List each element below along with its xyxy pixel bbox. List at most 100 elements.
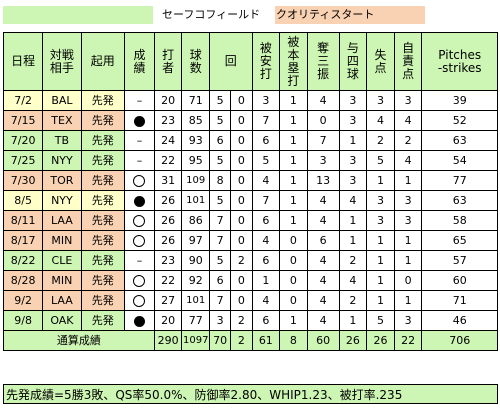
strikeouts: 4	[306, 310, 340, 331]
strikeouts: 7	[306, 130, 340, 151]
home-runs: 1	[279, 150, 308, 171]
home-runs: 0	[279, 270, 308, 291]
earned-runs: 3	[393, 190, 423, 211]
innings-fraction: 2	[230, 250, 253, 271]
pitch-count: 85	[181, 110, 211, 131]
result	[124, 110, 155, 131]
win-icon	[133, 175, 146, 187]
game-date: 7/15	[2, 110, 44, 131]
innings-fraction: 0	[230, 110, 253, 131]
innings-fraction: 0	[230, 150, 253, 171]
opponent: MIN	[42, 270, 82, 291]
innings-fraction: 0	[230, 290, 253, 311]
walks: 2	[338, 250, 368, 271]
strikeouts: 4	[306, 210, 340, 231]
header-walks: 与四球	[338, 32, 368, 91]
win-icon	[133, 215, 146, 227]
totals-hits: 61	[251, 330, 281, 351]
totals-row: 通算成績 290 1097 70 2 61 8 60 26 26 22 706	[3, 330, 498, 351]
hits: 1	[251, 270, 281, 291]
hits: 6	[251, 310, 281, 331]
pitches-strikes: 52	[421, 110, 498, 131]
legend-label-quality-start: クオリティスタート	[276, 8, 375, 21]
runs: 1	[366, 170, 395, 191]
role: 先発	[80, 110, 126, 131]
win-icon	[133, 295, 146, 307]
game-row: 8/22 CLE 先発 –23 90 5 2 6 0 4 2 1 1 57	[2, 250, 498, 271]
header-pitches: 球数	[181, 32, 211, 91]
batters-faced: 26	[153, 190, 183, 211]
runs: 1	[366, 290, 395, 311]
result	[124, 270, 155, 291]
batters-faced: 20	[153, 310, 183, 331]
batters-faced: 23	[153, 250, 183, 271]
result: –	[124, 90, 155, 111]
innings-fraction: 0	[230, 190, 253, 211]
innings: 6	[209, 270, 232, 291]
header-hits: 被安打	[251, 32, 281, 91]
game-row: 7/30 TOR 先発 31 109 8 0 4 1 13 3 1 1 77	[2, 170, 498, 191]
batters-faced: 31	[153, 170, 183, 191]
game-date: 7/2	[2, 90, 44, 111]
strikeouts: 4	[306, 290, 340, 311]
home-runs: 1	[279, 310, 308, 331]
header-runs: 失点	[366, 32, 395, 91]
strikeouts: 3	[306, 150, 340, 171]
innings-fraction: 0	[230, 210, 253, 231]
innings: 8	[209, 170, 232, 191]
legend-label-home: セーフコフィールド	[162, 8, 261, 21]
pitch-count: 95	[181, 150, 211, 171]
totals-runs: 26	[366, 330, 395, 351]
game-date: 7/30	[2, 170, 44, 191]
role: 先発	[80, 170, 126, 191]
pitches-strikes: 46	[421, 310, 498, 331]
role: 先発	[80, 130, 126, 151]
earned-runs: 1	[393, 170, 423, 191]
role: 先発	[80, 310, 126, 331]
result	[124, 310, 155, 331]
strikeouts: 4	[306, 90, 340, 111]
game-date: 7/20	[2, 130, 44, 151]
runs: 1	[366, 250, 395, 271]
batters-faced: 27	[153, 290, 183, 311]
batters-faced: 20	[153, 90, 183, 111]
innings: 7	[209, 210, 232, 231]
game-date: 8/17	[2, 230, 44, 251]
totals-label: 通算成績	[3, 330, 155, 351]
hits: 4	[251, 230, 281, 251]
innings: 5	[209, 250, 232, 271]
legend-swatch-quality-start	[275, 6, 425, 24]
walks: 3	[338, 90, 368, 111]
loss-icon	[133, 115, 145, 127]
home-runs: 1	[279, 90, 308, 111]
game-date: 8/28	[2, 270, 44, 291]
game-row: 9/8 OAK 先発 20 77 3 2 6 1 4 1 5 3 46	[2, 310, 498, 331]
game-date: 7/25	[2, 150, 44, 171]
hits: 6	[251, 210, 281, 231]
opponent: NYY	[42, 150, 82, 171]
innings-fraction: 0	[230, 270, 253, 291]
runs: 1	[366, 270, 395, 291]
opponent: NYY	[42, 190, 82, 211]
runs: 2	[366, 130, 395, 151]
innings: 5	[209, 110, 232, 131]
innings: 7	[209, 230, 232, 251]
game-row: 7/25 NYY 先発 –22 95 5 0 5 1 3 3 5 4 54	[2, 150, 498, 171]
hits: 6	[251, 130, 281, 151]
home-runs: 1	[279, 110, 308, 131]
totals-batters-faced: 290	[153, 330, 183, 351]
strikeouts: 4	[306, 250, 340, 271]
innings: 5	[209, 150, 232, 171]
hits: 3	[251, 90, 281, 111]
walks: 1	[338, 210, 368, 231]
pitches-strikes: 71	[421, 290, 498, 311]
walks: 3	[338, 170, 368, 191]
game-row: 7/20 TB 先発 –24 93 6 0 6 1 7 1 2 2 63	[2, 130, 498, 151]
opponent: LAA	[42, 210, 82, 231]
totals-pitches-strikes: 706	[421, 330, 498, 351]
walks: 4	[338, 190, 368, 211]
role: 先発	[80, 270, 126, 291]
earned-runs: 1	[393, 290, 423, 311]
innings: 5	[209, 90, 232, 111]
batters-faced: 24	[153, 130, 183, 151]
